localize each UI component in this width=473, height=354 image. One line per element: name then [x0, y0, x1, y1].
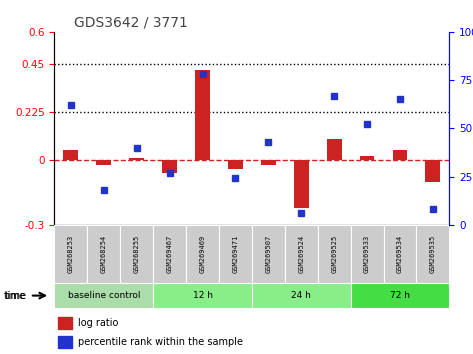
Text: GSM268255: GSM268255 [134, 235, 140, 273]
Text: 24 h: 24 h [291, 291, 311, 300]
Bar [120, 225, 153, 283]
Text: GSM269507: GSM269507 [265, 235, 272, 273]
Bar [228, 160, 243, 169]
Bar [384, 225, 416, 283]
Text: GSM269467: GSM269467 [166, 235, 173, 273]
Text: time: time [5, 291, 27, 301]
Text: GSM269533: GSM269533 [364, 235, 370, 273]
Bar [58, 336, 72, 348]
Bar [285, 225, 318, 283]
Text: time: time [4, 291, 26, 301]
Text: GDS3642 / 3771: GDS3642 / 3771 [74, 15, 188, 29]
Bar [54, 283, 153, 308]
Bar [96, 160, 111, 165]
Text: GSM269471: GSM269471 [232, 235, 238, 273]
Text: percentile rank within the sample: percentile rank within the sample [78, 337, 243, 347]
Bar [350, 225, 384, 283]
Text: 72 h: 72 h [390, 291, 410, 300]
Bar [327, 139, 342, 160]
Bar [88, 225, 120, 283]
Text: GSM269525: GSM269525 [331, 235, 337, 273]
Text: baseline control: baseline control [68, 291, 140, 300]
Bar [261, 160, 276, 165]
Bar [252, 225, 285, 283]
Bar [318, 225, 350, 283]
Bar [153, 225, 186, 283]
Bar [219, 225, 252, 283]
Text: GSM268254: GSM268254 [101, 235, 107, 273]
Bar [350, 283, 449, 308]
Bar [54, 225, 88, 283]
Text: GSM269469: GSM269469 [200, 235, 205, 273]
Bar [63, 150, 78, 160]
Bar [58, 317, 72, 329]
Bar [416, 225, 449, 283]
Bar [359, 156, 375, 160]
Text: log ratio: log ratio [78, 318, 118, 328]
Bar [153, 283, 252, 308]
Text: GSM269534: GSM269534 [397, 235, 403, 273]
Text: 12 h: 12 h [193, 291, 212, 300]
Bar [129, 158, 144, 160]
Text: GSM268253: GSM268253 [68, 235, 74, 273]
Bar [186, 225, 219, 283]
Bar [162, 160, 177, 173]
Text: GSM269524: GSM269524 [298, 235, 304, 273]
Bar [426, 160, 440, 182]
Bar [393, 150, 407, 160]
Bar [195, 70, 210, 160]
Bar [252, 283, 350, 308]
Text: GSM269535: GSM269535 [430, 235, 436, 273]
Bar [294, 160, 309, 208]
